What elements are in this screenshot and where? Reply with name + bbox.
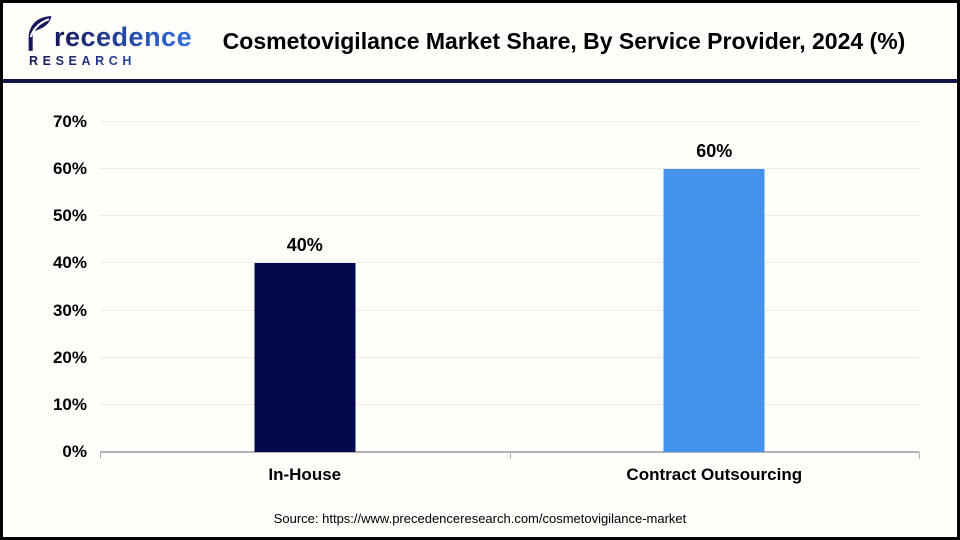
gridline [100, 262, 919, 264]
y-axis-tick-label: 60% [52, 159, 87, 179]
bar-value-label: 40% [286, 235, 323, 256]
gridline [100, 403, 919, 405]
category-label: In-House [268, 465, 342, 484]
logo-wordmark: recedence [27, 15, 203, 51]
gridline [100, 215, 919, 217]
y-axis-tick-label: 20% [52, 347, 87, 367]
page-title: Cosmetovigilance Market Share, By Servic… [222, 27, 906, 54]
bar-group: 60% Contract Outsourcing [626, 141, 802, 484]
header-separator [3, 79, 957, 83]
y-axis-tick-label: 30% [52, 300, 87, 320]
source-note: Source: https://www.precedenceresearch.c… [273, 511, 687, 526]
logo-research-text: RESEARCH [27, 55, 203, 68]
header: recedence RESEARCH Cosmetovigilance Mark… [3, 3, 957, 79]
y-axis-tick-label: 50% [52, 206, 87, 226]
y-axis-tick-label: 70% [52, 112, 87, 131]
brand-logo: recedence RESEARCH [27, 15, 203, 68]
gridline [100, 121, 919, 122]
leaf-p-icon [28, 15, 52, 51]
y-axis-tick-label: 40% [52, 253, 87, 273]
bar [663, 169, 765, 452]
x-axis-tick [919, 452, 920, 459]
gridline [100, 168, 919, 170]
logo-brand-text: recedence [54, 21, 193, 52]
x-axis-tick [100, 452, 101, 459]
plot-area: 0% 10% 20% 30% 40% 50% 60% 70% 40% In-House 60% Con… [53, 112, 920, 484]
bar [254, 263, 356, 452]
y-axis-tick-label: 0% [62, 442, 87, 461]
category-label: Contract Outsourcing [626, 465, 803, 484]
bar-group: 40% In-House [254, 235, 356, 484]
x-axis-tick [509, 452, 511, 459]
bar-value-label: 60% [696, 141, 733, 162]
y-axis-tick-label: 10% [52, 394, 87, 414]
gridline [100, 356, 919, 358]
gridline [100, 309, 919, 311]
